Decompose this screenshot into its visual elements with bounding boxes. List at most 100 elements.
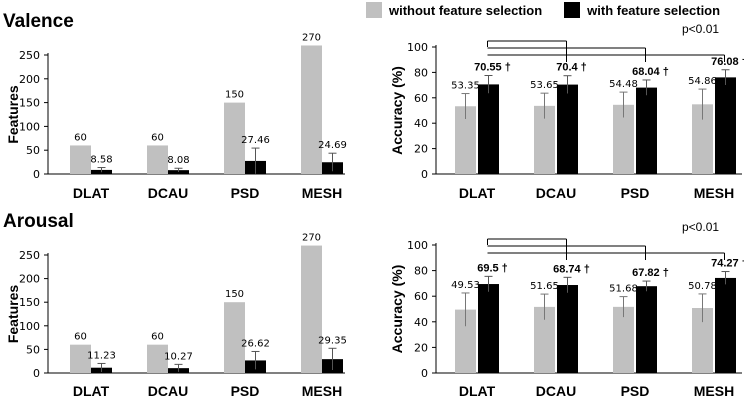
arousal_features-y-tick-label: 50 <box>26 343 40 356</box>
arousal_features-bar-without <box>70 344 91 373</box>
arousal_features-y-axis-label: Features <box>5 285 21 344</box>
arousal-title: Arousal <box>3 211 74 232</box>
arousal_accuracy-bar-without <box>534 306 555 373</box>
valence_features-data-label: 24.69 <box>318 140 347 151</box>
arousal_features-x-tick-label: PSD <box>231 383 260 399</box>
valence_features-bar-without <box>70 145 91 174</box>
arousal_accuracy-y-axis-label: Accuracy (%) <box>389 265 405 354</box>
arousal_accuracy-y-tick-label: 60 <box>414 290 428 303</box>
arousal_features-bar-without <box>147 344 168 373</box>
arousal_features-x-tick-label: DCAU <box>148 383 188 399</box>
valence_accuracy-x-tick-label: PSD <box>621 185 650 201</box>
valence_accuracy-x-tick-label: MESH <box>694 185 734 201</box>
valence_features-bar-with <box>168 170 189 174</box>
arousal_accuracy-bar-with <box>636 286 657 373</box>
valence_accuracy-data-label: 53.35 <box>451 81 480 92</box>
valence_accuracy-y-axis-label: Accuracy (%) <box>389 66 405 155</box>
arousal_accuracy-data-label: 74.27 † <box>711 258 744 270</box>
valence_features-data-label: 8.08 <box>167 155 189 166</box>
arousal_accuracy-y-tick-label: 80 <box>414 265 428 278</box>
arousal_features-x-tick-label: MESH <box>302 383 342 399</box>
legend-item-with: with feature selection <box>564 2 720 18</box>
arousal_accuracy-bar-without <box>613 306 634 373</box>
valence_features-bar-without <box>224 102 245 174</box>
valence_accuracy-data-label: 54.86 <box>688 76 717 87</box>
arousal_accuracy-bar-with <box>557 285 578 373</box>
arousal_accuracy-x-tick-label: DCAU <box>536 383 576 399</box>
arousal_accuracy-bar-without <box>455 309 476 373</box>
arousal_features-x-tick-label: DLAT <box>73 383 110 399</box>
arousal_features-y-tick-label: 100 <box>19 320 40 333</box>
valence_accuracy-y-tick-label: 0 <box>421 168 428 181</box>
arousal_accuracy-y-tick-label: 40 <box>414 316 428 329</box>
valence_accuracy-y-tick-label: 100 <box>407 41 428 54</box>
valence_accuracy-data-label: 53.65 <box>530 80 559 91</box>
valence_accuracy-bar-without <box>692 104 713 174</box>
arousal_features-data-label: 29.35 <box>318 335 347 346</box>
legend-swatch-with <box>564 2 581 18</box>
valence-title: Valence <box>3 11 74 32</box>
arousal_accuracy-y-tick-label: 20 <box>414 341 428 354</box>
valence_features-bar-without <box>147 145 168 174</box>
valence_features-data-label: 150 <box>225 90 244 101</box>
valence_accuracy-significance-label: p<0.01 <box>682 22 719 36</box>
arousal_features-data-label: 60 <box>151 332 164 343</box>
arousal_accuracy-data-label: 68.74 † <box>553 263 590 275</box>
valence_features-x-tick-label: MESH <box>302 185 342 201</box>
valence_accuracy-y-tick-label: 80 <box>414 66 428 79</box>
valence_features-data-label: 60 <box>74 132 87 143</box>
valence_features-y-tick-label: 0 <box>33 168 40 181</box>
arousal_features-data-label: 26.62 <box>241 338 270 349</box>
arousal_features-bar-without <box>301 245 322 373</box>
arousal_features-y-tick-label: 200 <box>19 273 40 286</box>
arousal_accuracy-data-label: 50.78 <box>688 281 717 292</box>
valence_accuracy-bar-with <box>636 87 657 174</box>
arousal_features-data-label: 150 <box>225 289 244 300</box>
valence_accuracy-bar-without <box>534 105 555 174</box>
arousal_features-y-tick-label: 250 <box>19 249 40 262</box>
valence_features-y-tick-label: 250 <box>19 49 40 62</box>
valence_accuracy-bar-with <box>715 77 736 174</box>
arousal_accuracy-x-tick-label: DLAT <box>459 383 496 399</box>
arousal_accuracy-data-label: 67.82 † <box>632 267 669 279</box>
valence_features-y-tick-label: 150 <box>19 97 40 110</box>
valence_features-chart: 0 50 100 150 200 250 Features 60 8.58 DLAT 60 8.08 D… <box>5 32 347 201</box>
arousal_features-bar-without <box>224 302 245 373</box>
valence_accuracy-bar-with <box>478 84 499 174</box>
valence_features-y-tick-label: 200 <box>19 73 40 86</box>
arousal_accuracy-y-tick-label: 0 <box>421 367 428 380</box>
valence_features-x-tick-label: DLAT <box>73 185 110 201</box>
legend-swatch-without <box>366 2 382 18</box>
legend-label-without: without feature selection <box>389 2 543 18</box>
valence_features-data-label: 27.46 <box>241 135 270 146</box>
arousal_features-y-tick-label: 150 <box>19 296 40 309</box>
arousal_accuracy-significance-label: p<0.01 <box>682 220 719 234</box>
valence_accuracy-data-label: 70.55 † <box>474 62 511 74</box>
valence_features-y-tick-label: 100 <box>19 120 40 133</box>
valence_features-data-label: 8.58 <box>90 155 112 166</box>
legend: without feature selection with feature s… <box>366 1 742 19</box>
valence_accuracy-y-tick-label: 60 <box>414 92 428 105</box>
arousal_accuracy-data-label: 49.53 <box>451 280 480 291</box>
valence_accuracy-y-tick-label: 40 <box>414 117 428 130</box>
valence_features-data-label: 60 <box>151 132 164 143</box>
arousal_accuracy-y-tick-label: 100 <box>407 239 428 252</box>
valence_accuracy-data-label: 68.04 † <box>632 66 669 78</box>
valence_accuracy-x-tick-label: DLAT <box>459 185 496 201</box>
valence_accuracy-data-label: 54.48 <box>609 79 638 90</box>
valence_features-y-axis-label: Features <box>5 85 21 144</box>
arousal_accuracy-x-tick-label: MESH <box>694 383 734 399</box>
valence_features-bar-without <box>301 45 322 175</box>
legend-label-with: with feature selection <box>587 2 721 18</box>
valence_features-data-label: 270 <box>302 32 321 43</box>
valence_features-y-tick-label: 50 <box>26 144 40 157</box>
arousal_accuracy-bar-without <box>692 308 713 373</box>
arousal_features-y-tick-label: 0 <box>33 367 40 380</box>
arousal_features-data-label: 60 <box>74 332 87 343</box>
arousal_accuracy-data-label: 51.65 <box>530 281 559 292</box>
valence_features-x-tick-label: DCAU <box>148 185 188 201</box>
